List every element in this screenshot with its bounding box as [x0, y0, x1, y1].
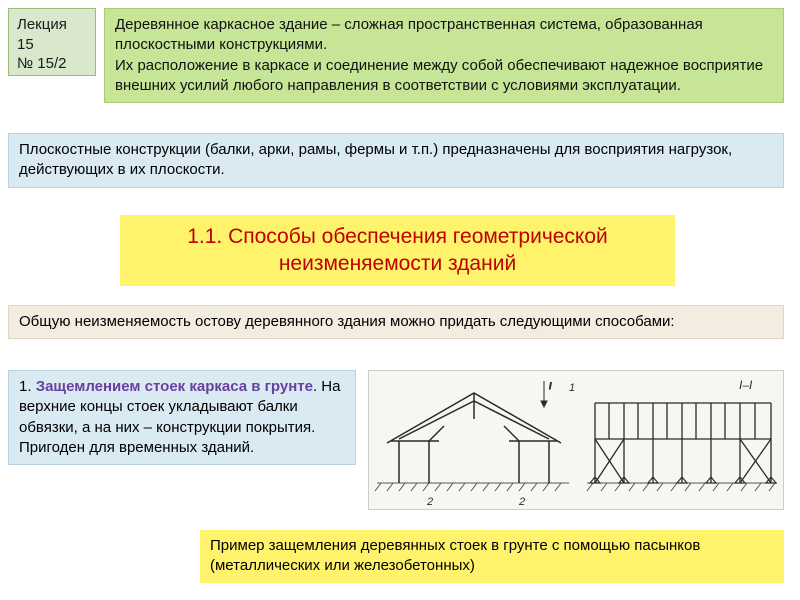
- intro-green-box: Деревянное каркасное здание – сложная пр…: [104, 8, 784, 103]
- method-1-bold: Защемлением стоек каркаса в грунте: [36, 378, 313, 395]
- methods-intro-box: Общую неизменяемость остову деревянного …: [8, 305, 784, 339]
- section-title-text: 1.1. Способы обеспечения геометрической …: [187, 225, 608, 275]
- method-1-box: 1. Защемлением стоек каркаса в грунте. Н…: [8, 370, 356, 465]
- diagram-caption-text: Пример защемления деревянных стоек в гру…: [210, 537, 700, 574]
- svg-text:I: I: [549, 381, 552, 391]
- structure-diagram-icon: I 2 2 1 I–I: [369, 371, 785, 511]
- planar-structures-box: Плоскостные конструкции (балки, арки, ра…: [8, 133, 784, 188]
- svg-text:I–I: I–I: [739, 378, 753, 392]
- lecture-line2: 15: [17, 35, 87, 55]
- diagram-caption-box: Пример защемления деревянных стоек в гру…: [200, 530, 784, 583]
- methods-intro-text: Общую неизменяемость остову деревянного …: [19, 313, 675, 330]
- svg-text:2: 2: [518, 496, 525, 508]
- svg-text:2: 2: [426, 496, 433, 508]
- svg-text:1: 1: [569, 382, 575, 394]
- lecture-line3: № 15/2: [17, 54, 87, 74]
- lecture-line1: Лекция: [17, 15, 87, 35]
- diagram-container: I 2 2 1 I–I: [368, 370, 784, 510]
- lecture-number-box: Лекция 15 № 15/2: [8, 8, 96, 76]
- intro-p2: Их расположение в каркасе и соединение м…: [115, 56, 773, 97]
- method-1-num: 1.: [19, 378, 36, 395]
- intro-p1: Деревянное каркасное здание – сложная пр…: [115, 15, 773, 56]
- planar-structures-text: Плоскостные конструкции (балки, арки, ра…: [19, 141, 732, 178]
- section-title: 1.1. Способы обеспечения геометрической …: [120, 215, 675, 286]
